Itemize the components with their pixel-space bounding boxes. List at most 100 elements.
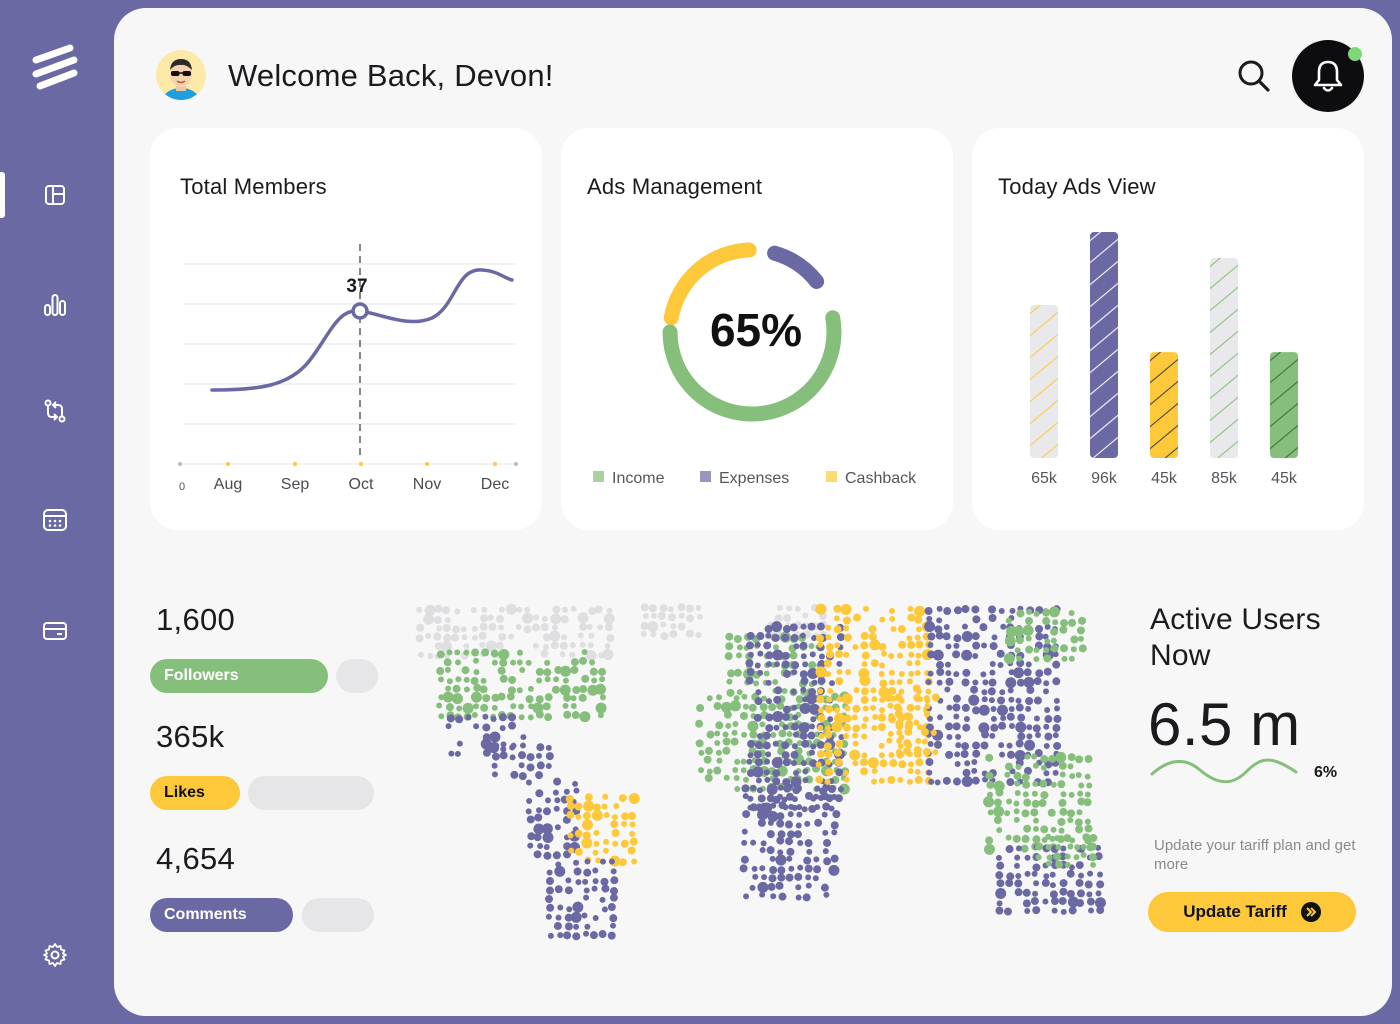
map-dot [1043,723,1050,730]
sidebar-item-calendar[interactable] [40,505,70,535]
map-dot [704,774,713,783]
map-dot [795,894,802,901]
map-dot [520,734,527,741]
search-button[interactable] [1234,56,1274,96]
map-dot [1020,844,1029,853]
sidebar-item-settings[interactable] [40,940,70,970]
map-dot [551,685,560,694]
map-dot [879,616,886,623]
map-dot [831,721,843,733]
map-dot [601,884,610,893]
map-dot [733,775,740,782]
map-dot [755,689,762,696]
map-dot [434,604,443,613]
map-dot [990,715,997,722]
map-dot [1033,610,1040,617]
map-dot [543,844,550,851]
map-dot [603,812,610,819]
map-dot [444,666,451,673]
map-dot [760,802,767,809]
map-dot [781,633,790,642]
map-dot [1075,825,1084,834]
map-dot [722,731,729,738]
map-dot [924,703,931,710]
map-dot [1077,635,1084,642]
map-dot [746,641,755,650]
map-dot [840,604,852,616]
map-dot [495,641,504,650]
sidebar-item-analytics[interactable] [40,290,70,320]
ads-management-card: Ads Management 65% Income Expenses Cashback [561,128,953,530]
world-dot-map [415,603,1106,941]
map-dot [436,667,445,676]
map-dot [608,858,615,865]
map-dot [527,714,534,721]
map-dot [1014,749,1026,761]
avatar[interactable] [156,50,206,100]
map-dot [921,738,928,745]
map-dot [600,877,609,886]
map-dot [577,632,584,639]
map-dot [775,854,787,866]
sidebar-item-dashboard[interactable] [40,180,70,210]
map-dot [766,794,775,803]
map-dot [984,843,996,855]
map-dot [835,768,844,777]
map-dot [794,872,803,881]
map-dot [860,695,869,704]
map-dot [427,652,434,659]
map-dot [759,891,766,898]
map-dot [535,789,544,798]
update-tariff-button[interactable]: Update Tariff [1148,892,1356,932]
map-dot [757,650,764,657]
map-dot [541,615,548,622]
map-dot [595,857,602,864]
map-dot [832,810,841,819]
map-dot [942,776,951,785]
map-dot [525,659,532,666]
map-dot [490,715,497,722]
map-dot [1009,607,1016,614]
map-dot [440,640,452,652]
map-dot [808,703,820,715]
map-dot [742,703,749,710]
map-dot [455,659,462,666]
map-dot [757,669,764,676]
map-dot [754,697,763,706]
credit-card-icon [43,622,67,640]
map-dot [454,608,461,615]
map-dot [796,811,803,818]
map-dot [915,737,922,744]
map-dot [810,743,817,750]
map-dot [953,642,960,649]
map-dot [996,879,1005,888]
map-dot [543,668,552,677]
map-dot [996,649,1005,658]
map-dot [572,932,581,941]
sidebar-item-transfers[interactable] [40,396,70,426]
map-dot [595,702,607,714]
map-dot [610,868,617,875]
map-dot [491,771,498,778]
map-dot [776,836,785,845]
map-dot [888,751,895,758]
map-dot [777,866,786,875]
map-dot [506,692,515,701]
map-dot [930,729,937,736]
map-dot [607,903,616,912]
map-dot [579,711,591,723]
map-dot [491,693,500,702]
map-dot [1004,762,1013,771]
map-dot [936,679,943,686]
map-dot [1033,677,1042,686]
map-dot [747,651,754,658]
map-dot [631,858,638,865]
map-dot [547,932,554,939]
map-dot [749,884,756,891]
map-dot [1077,790,1084,797]
sidebar-item-payments[interactable] [40,616,70,646]
map-dot [582,831,591,840]
map-dot [736,689,743,696]
donut-segment-cashback [663,242,757,326]
map-dot [990,705,997,712]
